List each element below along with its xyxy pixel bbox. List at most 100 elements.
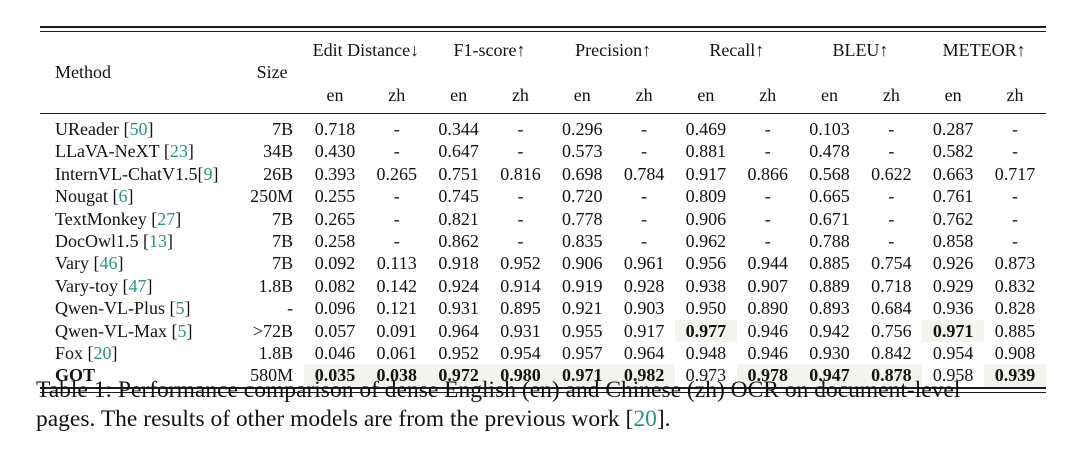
group-label: F1-score↑ <box>453 40 526 60</box>
table-row: DocOwl1.5 [13] 7B 0.258 - 0.862 - 0.835 - 0.962 -… <box>40 230 1046 252</box>
col-header-method: Method <box>40 32 241 114</box>
size-cell: 580M <box>250 365 294 386</box>
value-cell: - <box>517 208 524 229</box>
value-cell: - <box>393 119 400 139</box>
col-subheader-en: en <box>551 83 614 114</box>
value-cell: - <box>393 141 400 162</box>
value-cell: 0.265 <box>376 163 418 184</box>
value-cell: 0.878 <box>860 364 923 387</box>
citation-ref-23[interactable]: 23 <box>169 141 188 162</box>
value-cell: - <box>393 186 400 207</box>
col-subheader-en: en <box>674 83 737 114</box>
value-cell: 0.946 <box>747 343 788 364</box>
method-cell: LLaVA-NeXT [23] <box>55 141 194 162</box>
value-cell: 0.947 <box>798 364 861 387</box>
value-cell: - <box>1012 231 1019 252</box>
value-cell: - <box>764 141 771 162</box>
value-cell: 0.684 <box>871 298 912 319</box>
method-cell: Fox [20] <box>55 343 118 364</box>
col-group-f1-score: F1-score↑ <box>428 32 552 83</box>
citation-ref-47[interactable]: 47 <box>128 275 147 296</box>
size-cell: 7B <box>272 253 294 274</box>
value-cell: 0.265 <box>314 208 356 229</box>
table-row: Fox [20] 1.8B 0.046 0.061 0.952 0.954 0.957 0.9… <box>40 342 1046 364</box>
method-name: Vary <box>55 253 94 274</box>
value-cell: 0.895 <box>500 298 541 319</box>
citation-ref-5[interactable]: 5 <box>177 320 187 341</box>
value-cell: - <box>1012 119 1019 139</box>
value-cell: - <box>764 231 771 252</box>
value-cell: 0.944 <box>747 253 788 274</box>
table-row: UReader [50] 7B 0.718 - 0.344 - 0.296 - 0.469 - 0.… <box>40 114 1046 141</box>
value-cell: 0.430 <box>314 141 356 162</box>
value-cell: 0.788 <box>809 231 850 252</box>
method-name: InternVL-ChatV1.5 <box>55 163 198 184</box>
citation-ref-27[interactable]: 27 <box>157 208 176 229</box>
value-cell: - <box>888 119 895 139</box>
citation-ref-6[interactable]: 6 <box>118 186 128 207</box>
method-name: Vary-toy <box>55 275 123 296</box>
table-caption: Table 1: Performance comparison of dense… <box>36 376 1056 434</box>
value-cell: 0.698 <box>562 163 603 184</box>
value-cell: 0.971 <box>551 364 614 387</box>
value-cell: 0.918 <box>438 253 479 274</box>
citation-ref-5[interactable]: 5 <box>175 298 185 319</box>
value-cell: - <box>764 119 771 139</box>
value-cell: 0.952 <box>500 253 541 274</box>
method-name: Qwen-VL-Plus <box>55 298 170 319</box>
value-cell: 0.046 <box>314 343 356 364</box>
method-name: LLaVA-NeXT <box>55 141 164 162</box>
value-cell: 0.142 <box>376 275 418 296</box>
group-label: Precision↑ <box>575 40 652 60</box>
size-cell: 34B <box>263 141 294 162</box>
method-cell: Qwen-VL-Plus [5] <box>55 298 191 319</box>
col-subheader-zh: zh <box>613 83 675 114</box>
citation-ref-46[interactable]: 46 <box>99 253 118 274</box>
citation-ref-50[interactable]: 50 <box>129 119 148 139</box>
value-cell: 0.954 <box>500 343 541 364</box>
col-subheader-zh: zh <box>860 83 923 114</box>
value-cell: 0.287 <box>932 119 974 139</box>
citation-ref-20[interactable]: 20 <box>633 406 657 432</box>
value-cell: - <box>1012 186 1019 207</box>
value-cell: - <box>393 231 400 252</box>
value-cell: 0.663 <box>932 163 974 184</box>
table-row: Vary-toy [47] 1.8B 0.082 0.142 0.924 0.914 0.9… <box>40 275 1046 297</box>
value-cell: 0.890 <box>747 298 788 319</box>
value-cell: 0.751 <box>438 163 479 184</box>
value-cell: - <box>1012 141 1019 162</box>
caption-line2-end: ]. <box>656 406 671 432</box>
value-cell: 0.671 <box>809 208 850 229</box>
value-cell: - <box>517 186 524 207</box>
value-cell: 0.942 <box>809 320 850 341</box>
col-subheader-zh: zh <box>736 83 799 114</box>
value-cell: 0.958 <box>932 365 974 386</box>
value-cell: 0.057 <box>314 320 356 341</box>
value-cell: 0.917 <box>685 163 727 184</box>
method-name: GOT <box>55 365 96 386</box>
value-cell: 0.622 <box>871 163 912 184</box>
citation-ref-20[interactable]: 20 <box>93 343 112 364</box>
table-top-rule <box>40 26 1046 32</box>
value-cell: 0.978 <box>736 364 799 387</box>
value-cell: 0.908 <box>994 343 1036 364</box>
size-cell: 26B <box>263 163 294 184</box>
value-cell: 0.931 <box>438 298 479 319</box>
value-cell: 0.906 <box>562 253 603 274</box>
col-subheader-en: en <box>798 83 861 114</box>
value-cell: 0.745 <box>438 186 479 207</box>
col-group-bleu: BLEU↑ <box>799 32 923 83</box>
value-cell: 0.784 <box>623 163 665 184</box>
method-cell: Vary-toy [47] <box>55 275 153 296</box>
value-cell: 0.582 <box>932 141 974 162</box>
value-cell: 0.832 <box>994 275 1036 296</box>
value-cell: - <box>641 141 648 162</box>
value-cell: 0.255 <box>314 186 356 207</box>
value-cell: 0.344 <box>438 119 479 139</box>
table-row: Vary [46] 7B 0.092 0.113 0.918 0.952 0.906 0.96… <box>40 252 1046 274</box>
value-cell: 0.961 <box>623 253 665 274</box>
citation-ref-9[interactable]: 9 <box>203 163 213 184</box>
citation-ref-13[interactable]: 13 <box>149 231 167 252</box>
value-cell: 0.964 <box>623 343 665 364</box>
